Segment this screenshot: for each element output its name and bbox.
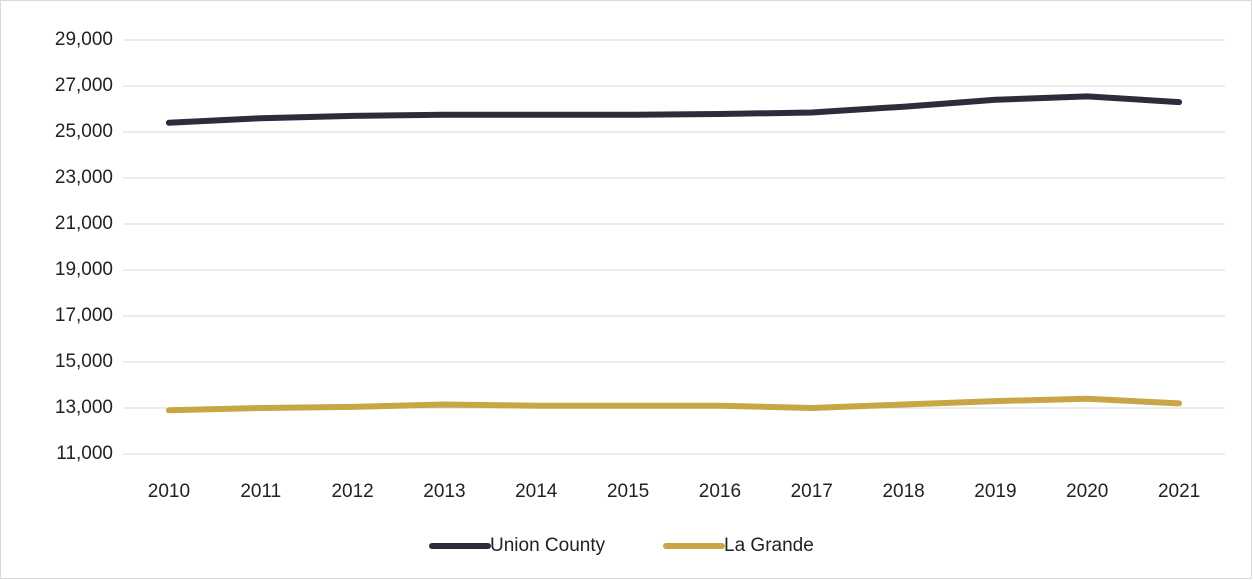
y-tick-label: 11,000 [56, 443, 113, 464]
y-tick-label: 23,000 [55, 167, 113, 188]
y-tick-label: 27,000 [55, 75, 113, 96]
x-tick-label: 2021 [1158, 481, 1200, 502]
x-tick-label: 2019 [974, 481, 1016, 502]
series-line [165, 93, 1183, 126]
x-tick-label: 2010 [148, 481, 190, 502]
y-tick-label: 21,000 [55, 213, 113, 234]
y-tick-label: 15,000 [55, 351, 113, 372]
x-tick-label: 2011 [240, 481, 281, 502]
y-tick-label: 19,000 [55, 259, 113, 280]
series-line [165, 395, 1183, 414]
legend-label: La Grande [724, 535, 814, 556]
y-tick-label: 29,000 [55, 29, 113, 50]
y-tick-label: 13,000 [55, 397, 113, 418]
x-tick-label: 2018 [882, 481, 924, 502]
x-tick-label: 2013 [423, 481, 465, 502]
x-tick-label: 2016 [699, 481, 741, 502]
x-tick-label: 2017 [791, 481, 833, 502]
y-tick-label: 25,000 [55, 121, 113, 142]
y-tick-label: 17,000 [55, 305, 113, 326]
x-tick-label: 2014 [515, 481, 558, 502]
x-tick-label: 2015 [607, 481, 649, 502]
legend-label: Union County [490, 535, 606, 556]
x-tick-label: 2020 [1066, 481, 1108, 502]
x-tick-label: 2012 [331, 481, 373, 502]
